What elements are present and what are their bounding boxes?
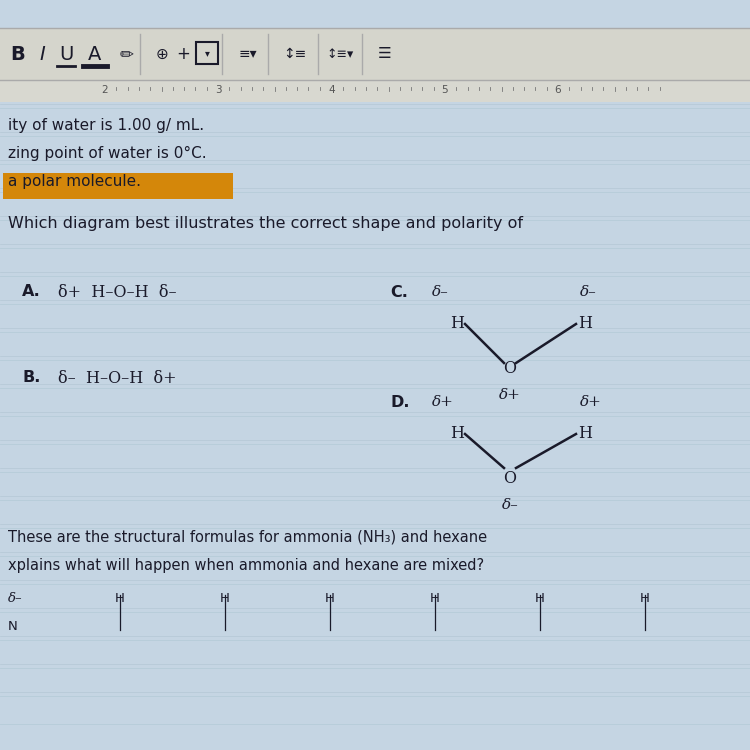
Text: I: I [39, 44, 45, 64]
Text: B: B [10, 44, 26, 64]
Text: δ+: δ+ [499, 388, 521, 402]
Text: U: U [58, 44, 74, 64]
Text: H: H [578, 425, 592, 442]
Text: O: O [503, 360, 517, 377]
Text: 4: 4 [328, 85, 335, 95]
Text: H: H [450, 425, 464, 442]
Text: +: + [176, 45, 190, 63]
Text: 6: 6 [555, 85, 561, 95]
Text: ⊕: ⊕ [156, 46, 168, 62]
Text: A: A [88, 44, 102, 64]
Text: H: H [578, 315, 592, 332]
Text: B.: B. [22, 370, 40, 385]
Text: δ+: δ+ [432, 395, 454, 409]
Text: H: H [535, 592, 545, 605]
Text: δ–: δ– [502, 498, 518, 512]
Text: xplains what will happen when ammonia and hexane are mixed?: xplains what will happen when ammonia an… [8, 558, 484, 573]
Text: H: H [325, 592, 335, 605]
Text: ity of water is 1.00 g/ mL.: ity of water is 1.00 g/ mL. [8, 118, 204, 133]
Text: D.: D. [390, 395, 410, 410]
Text: δ–  H–O–H  δ+: δ– H–O–H δ+ [58, 370, 177, 387]
Text: ↕≡: ↕≡ [284, 47, 307, 61]
Text: H: H [450, 315, 464, 332]
FancyBboxPatch shape [0, 28, 750, 80]
Text: δ–: δ– [8, 592, 22, 605]
Text: ↕≡▾: ↕≡▾ [326, 47, 354, 61]
Text: H: H [430, 592, 440, 605]
Text: δ–: δ– [580, 285, 597, 299]
Text: H: H [220, 592, 230, 605]
Text: δ+  H–O–H  δ–: δ+ H–O–H δ– [58, 284, 177, 301]
Text: a polar molecule.: a polar molecule. [8, 174, 141, 189]
Text: 3: 3 [214, 85, 221, 95]
Text: 5: 5 [442, 85, 448, 95]
Text: zing point of water is 0°C.: zing point of water is 0°C. [8, 146, 206, 161]
Text: N: N [8, 620, 18, 633]
Text: These are the structural formulas for ammonia (NH₃) and hexane: These are the structural formulas for am… [8, 530, 488, 545]
Text: Which diagram best illustrates the correct shape and polarity of: Which diagram best illustrates the corre… [8, 216, 523, 231]
FancyBboxPatch shape [0, 80, 750, 102]
Text: O: O [503, 470, 517, 487]
Text: H: H [115, 592, 125, 605]
Text: H: H [640, 592, 650, 605]
Text: 2: 2 [102, 85, 108, 95]
Text: δ–: δ– [432, 285, 448, 299]
Text: ≡▾: ≡▾ [238, 47, 257, 61]
Text: A.: A. [22, 284, 40, 299]
Text: ☰: ☰ [378, 46, 392, 62]
Text: C.: C. [390, 285, 408, 300]
Text: ▾: ▾ [205, 48, 209, 58]
Text: ✏: ✏ [119, 45, 133, 63]
Text: δ+: δ+ [580, 395, 602, 409]
FancyBboxPatch shape [3, 173, 233, 199]
